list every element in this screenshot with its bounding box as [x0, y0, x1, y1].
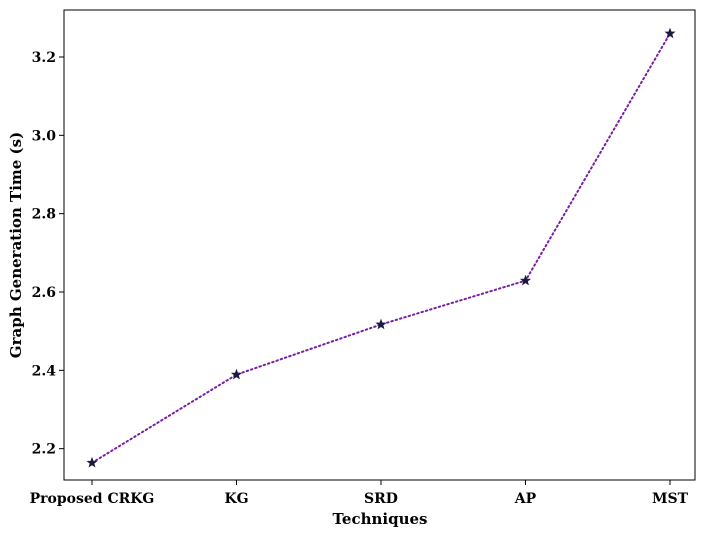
series-group: [86, 27, 676, 468]
x-tick-label: KG: [224, 491, 248, 507]
y-tick-label: 2.4: [32, 363, 57, 379]
series-line: [91, 32, 671, 464]
x-tick-label: SRD: [364, 491, 398, 507]
data-point: [230, 368, 243, 380]
y-axis-label: Graph Generation Time (s): [7, 132, 25, 358]
y-tick-label: 2.6: [32, 285, 56, 301]
y-tick-label: 2.2: [32, 442, 56, 458]
data-point: [375, 318, 387, 330]
x-tick-label: Proposed CRKG: [30, 491, 155, 507]
data-point: [86, 456, 98, 468]
x-tick-label: AP: [514, 491, 537, 507]
plot-frame: [63, 9, 696, 481]
data-point: [664, 27, 676, 39]
x-axis-label: Techniques: [332, 510, 427, 528]
y-tick-label: 2.8: [32, 207, 56, 223]
y-axis: 2.2 2.4 2.6 2.8 3.0 3.2: [32, 50, 64, 458]
data-point: [519, 274, 532, 286]
x-axis: Proposed CRKG KG SRD AP MST: [30, 480, 689, 507]
y-tick-label: 3.0: [32, 128, 57, 144]
x-tick-label: MST: [652, 491, 689, 507]
y-tick-label: 3.2: [32, 50, 56, 66]
